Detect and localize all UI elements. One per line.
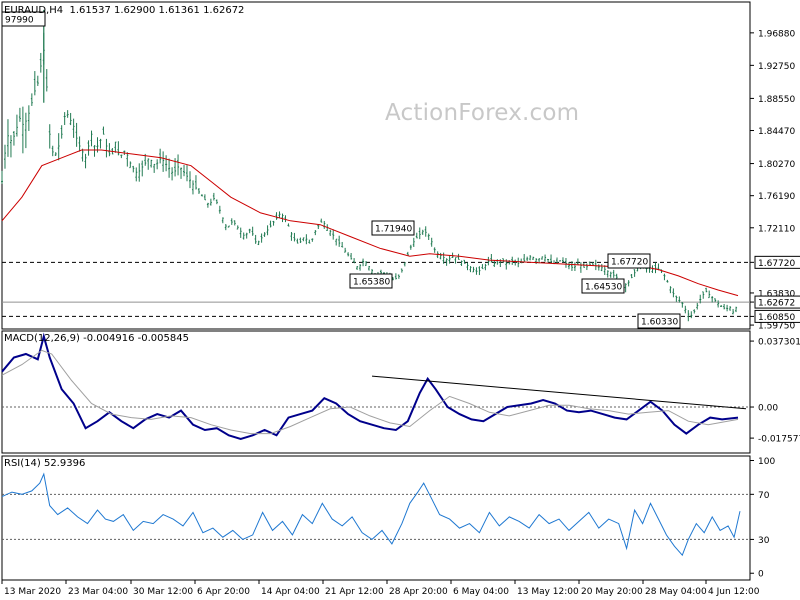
annotation-label-0: 97990 (5, 16, 34, 26)
time-tick-label: 14 Apr 04:00 (261, 587, 320, 597)
price-tag-box (754, 295, 800, 309)
rsi-tick-label: 0 (758, 570, 764, 580)
price-tick-label: 1.63830 (758, 289, 795, 299)
annotation-box-4 (581, 278, 625, 294)
annotation-box-3 (607, 253, 651, 269)
price-tick-label: 1.84470 (758, 127, 795, 137)
annotation-label-2: 1.65380 (353, 278, 390, 288)
price-tick-label: 1.80270 (758, 160, 795, 170)
rsi-tick-label: 70 (758, 491, 770, 501)
macd-signal-line (1, 349, 739, 435)
time-tick-label: 21 Apr 12:00 (325, 587, 384, 597)
time-tick-label: 13 May 12:00 (517, 587, 579, 597)
price-panel: 1.96880 1.92750 1.88550 1.84470 1.80270 1.761… (1, 1, 800, 332)
annotation-label-1: 1.71940 (375, 225, 412, 235)
time-tick-label: 6 Apr 20:00 (197, 587, 250, 597)
macd-trendline (371, 375, 747, 410)
time-tick-label: 6 May 04:00 (453, 587, 509, 597)
price-tick-label: 1.76190 (758, 192, 795, 202)
time-tick-label: 30 Mar 12:00 (133, 587, 193, 597)
price-tick-label: 1.59750 (758, 322, 795, 332)
annotation-label-5: 1.60330 (641, 318, 678, 328)
rsi-header: RSI(14) 52.9396 (4, 458, 86, 469)
price-tick-label: 1.67720 (758, 259, 795, 269)
time-tick-label: 20 May 20:00 (581, 587, 643, 597)
rsi-tick-label: 30 (758, 536, 770, 546)
rsi-line (1, 472, 741, 557)
rsi-panel: 100 70 30 0 (1, 455, 775, 581)
price-tag-box (754, 255, 800, 269)
price-tag-box (754, 309, 800, 323)
watermark: ActionForex.com (385, 100, 580, 126)
macd-tick-label: 0.00 (758, 404, 778, 414)
macd-frame (1, 330, 751, 454)
symbol-label: EURAUD,H4 (4, 5, 64, 16)
time-tick-label: 13 Mar 2020 (4, 587, 61, 597)
annotation-label-4: 1.64530 (585, 283, 622, 293)
annotation-label-3: 1.67720 (611, 258, 648, 268)
price-tick-label: 1.72110 (758, 224, 795, 234)
price-header: EURAUD,H4 1.61537 1.62900 1.61361 1.6267… (4, 5, 244, 16)
time-tick-label: 23 Mar 04:00 (68, 587, 128, 597)
price-tick-label: 1.60850 (758, 313, 795, 323)
macd-panel: 0.037301 0.00 -0.017577 (1, 330, 800, 454)
macd-tick-label: 0.037301 (758, 338, 800, 348)
annotation-box-0 (1, 11, 46, 27)
price-tick-label: 1.92750 (758, 62, 795, 72)
price-tick-label: 1.88550 (758, 95, 795, 105)
macd-header: MACD(12,26,9) -0.004916 -0.005845 (4, 333, 189, 344)
time-tick-label: 4 Jun 12:00 (708, 587, 760, 597)
time-tick-label: 28 Apr 20:00 (389, 587, 448, 597)
price-tick-label: 1.96880 (758, 29, 795, 39)
price-frame (1, 1, 751, 330)
annotation-box-5 (637, 313, 681, 329)
time-tick-label: 28 May 04:00 (645, 587, 707, 597)
rsi-frame (1, 455, 751, 581)
annotation-box-2 (349, 273, 393, 289)
macd-tick-label: -0.017577 (758, 435, 800, 445)
ohlc-label: 1.61537 1.62900 1.61361 1.62672 (69, 5, 245, 16)
annotation-box-1 (371, 220, 415, 236)
time-axis: 13 Mar 2020 23 Mar 04:00 30 Mar 12:00 6 Apr… (1, 580, 760, 597)
rsi-tick-label: 100 (758, 457, 775, 467)
macd-line (1, 332, 739, 440)
price-tick-label: 1.62672 (758, 299, 795, 309)
